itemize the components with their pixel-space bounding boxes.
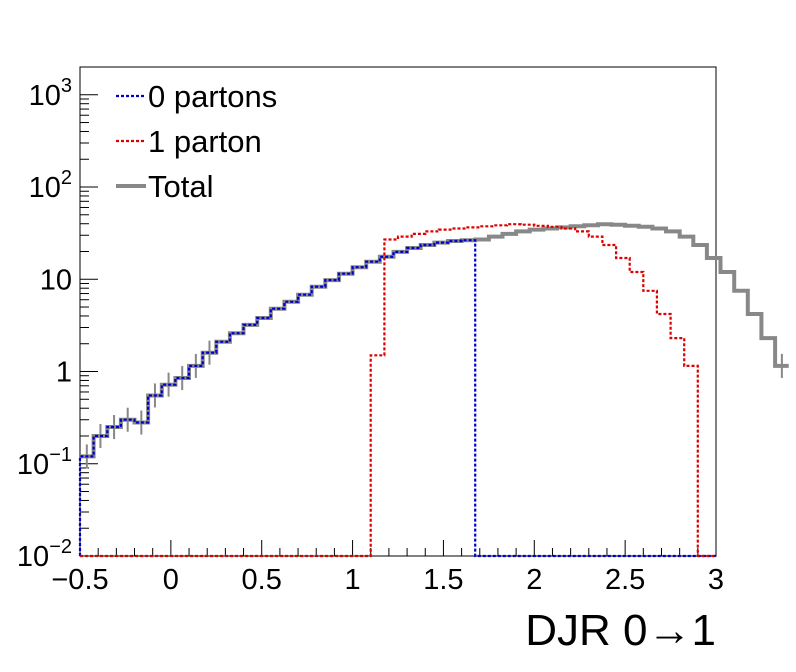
x-axis-title: DJR 0→1 xyxy=(525,606,716,655)
plot-frame xyxy=(79,66,717,557)
series-layer xyxy=(78,222,789,558)
y-tick-label: 102 xyxy=(29,167,72,204)
series-path xyxy=(80,223,716,558)
x-tick-label: 0.5 xyxy=(242,564,282,596)
x-tick-labels: −0.5 0 0.5 1 1.5 2 2.5 3 xyxy=(51,564,724,596)
x-tick-label: 0 xyxy=(163,564,179,596)
series-total xyxy=(80,222,789,469)
x-tick-label: 2.5 xyxy=(605,564,645,596)
series-path xyxy=(80,222,789,459)
x-tick-label: 2 xyxy=(526,564,542,596)
y-tick-label: 10 xyxy=(40,264,72,296)
y-tick-label: 1 xyxy=(56,357,72,389)
x-tick-label: 1.5 xyxy=(423,564,463,596)
y-tick-label: 10−2 xyxy=(17,536,72,573)
x-tick-label: −0.5 xyxy=(51,564,108,596)
legend: 0 partons 1 parton Total xyxy=(116,79,277,204)
axis-ticks xyxy=(79,66,717,557)
legend-label: 1 parton xyxy=(148,124,262,159)
series-1-parton xyxy=(80,223,716,558)
x-tick-label: 1 xyxy=(345,564,361,596)
series-path xyxy=(78,239,716,558)
legend-entry: 1 parton xyxy=(116,124,262,159)
legend-label: 0 partons xyxy=(148,79,277,114)
y-tick-label: 10−1 xyxy=(17,444,72,481)
legend-entry: 0 partons xyxy=(116,79,277,114)
series-0-partons xyxy=(78,239,716,558)
legend-entry: Total xyxy=(116,169,213,204)
legend-label: Total xyxy=(148,169,213,204)
x-tick-label: 3 xyxy=(708,564,724,596)
y-tick-label: 103 xyxy=(29,75,72,112)
